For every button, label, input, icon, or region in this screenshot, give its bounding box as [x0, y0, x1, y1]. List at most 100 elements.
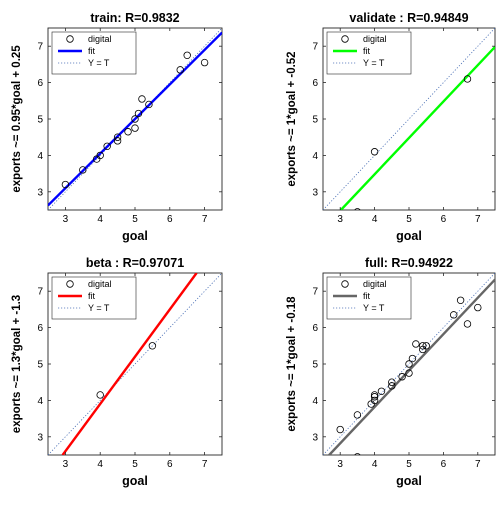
- legend-box: [51, 31, 137, 75]
- plot-content: [48, 273, 222, 455]
- data-point: [422, 342, 430, 350]
- y-tick-label: 3: [312, 432, 318, 443]
- x-tick-label: 3: [63, 459, 69, 470]
- data-point: [450, 311, 458, 319]
- legend-marker-digital: [66, 280, 74, 288]
- legend: digital fit Y = T: [326, 276, 412, 320]
- y-axis-label: exports ~= 1.3*goal + -1.3: [11, 295, 23, 433]
- y-tick-label: 6: [312, 323, 318, 334]
- y-tick-label: 7: [312, 42, 318, 53]
- data-point: [176, 66, 184, 74]
- data-point: [183, 51, 191, 59]
- x-tick-label: 6: [441, 459, 447, 470]
- legend-label: fit: [88, 46, 96, 56]
- data-point: [412, 340, 420, 348]
- y-tick-label: 7: [37, 42, 43, 53]
- data-point: [131, 124, 139, 132]
- chart-panel-2: 3 4 5 6 7 3 4 5 6 7 validate : R=0.94849 goal export…: [286, 11, 496, 243]
- fit-line: [61, 273, 198, 455]
- legend-label: fit: [88, 291, 96, 301]
- data-point: [408, 354, 417, 363]
- x-tick-label: 7: [475, 214, 481, 225]
- legend-marker-digital: [341, 35, 349, 43]
- chart-panel-1: 3 4 5 6 7 3 4 5 6 7 train: R=0.9832 goal exports ~= …: [11, 11, 223, 243]
- legend-label: Y = T: [363, 58, 385, 68]
- x-tick-label: 4: [372, 214, 378, 225]
- data-point: [463, 75, 472, 83]
- data-point: [131, 115, 139, 123]
- data-point: [474, 303, 482, 312]
- data-point: [353, 411, 362, 419]
- data-point: [405, 369, 413, 377]
- x-tick-label: 5: [132, 214, 138, 225]
- y-axis-label: exports ~= 1*goal + -0.52: [286, 51, 298, 186]
- legend: digital fit Y = T: [51, 31, 137, 75]
- data-point: [103, 142, 111, 150]
- x-axis-label: goal: [396, 474, 422, 488]
- x-tick-label: 5: [406, 459, 412, 470]
- x-tick-label: 7: [202, 214, 208, 225]
- y-tick-label: 4: [37, 151, 43, 162]
- y-tick-label: 5: [312, 360, 318, 371]
- data-point: [463, 320, 472, 328]
- legend-box: [51, 276, 137, 320]
- data-point: [96, 151, 104, 160]
- data-point: [124, 128, 132, 136]
- data-point: [398, 373, 406, 381]
- x-tick-label: 3: [63, 214, 69, 225]
- x-tick-label: 6: [167, 214, 173, 225]
- plot-content: [323, 273, 495, 455]
- data-point: [113, 133, 122, 141]
- data-point: [456, 296, 465, 304]
- data-point: [145, 100, 153, 109]
- data-point: [405, 360, 413, 368]
- x-tick-label: 5: [406, 214, 412, 225]
- data-point: [96, 391, 104, 399]
- x-tick-label: 4: [372, 459, 378, 470]
- plot-content: [323, 28, 495, 210]
- y-tick-label: 3: [37, 187, 43, 198]
- legend-label: digital: [363, 279, 387, 289]
- x-tick-label: 5: [132, 459, 138, 470]
- y-tick-label: 5: [312, 115, 318, 126]
- legend-marker-digital: [66, 35, 74, 43]
- x-axis-label: goal: [122, 229, 148, 243]
- x-axis-label: goal: [122, 474, 148, 488]
- legend-box: [326, 276, 412, 320]
- data-point: [370, 393, 379, 401]
- y-tick-label: 5: [37, 115, 43, 126]
- data-point: [388, 378, 396, 386]
- data-point: [113, 137, 122, 145]
- data-point: [370, 148, 379, 156]
- x-tick-label: 6: [167, 459, 173, 470]
- x-tick-label: 4: [97, 459, 103, 470]
- data-point: [134, 109, 143, 118]
- x-tick-label: 3: [337, 214, 343, 225]
- y-tick-label: 3: [312, 187, 318, 198]
- y-tick-label: 4: [312, 151, 318, 162]
- data-point: [459, 273, 462, 274]
- data-point: [200, 58, 209, 67]
- chart-title: full: R=0.94922: [365, 256, 453, 270]
- data-point: [148, 342, 157, 350]
- data-point: [370, 396, 379, 405]
- legend: digital fit Y = T: [51, 276, 137, 320]
- fit-line: [340, 46, 495, 210]
- y-tick-label: 4: [312, 396, 318, 407]
- fit-line: [328, 278, 495, 455]
- chart-title: train: R=0.9832: [90, 11, 179, 25]
- plot-content: [48, 28, 222, 210]
- y-tick-label: 6: [37, 323, 43, 334]
- legend-marker-digital: [341, 280, 349, 288]
- data-point: [419, 342, 427, 350]
- data-point: [138, 95, 146, 103]
- legend-box: [326, 31, 412, 75]
- legend-label: digital: [88, 279, 112, 289]
- x-axis-label: goal: [396, 229, 422, 243]
- data-point: [354, 208, 361, 210]
- data-point: [354, 453, 361, 455]
- y-axis-label: exports ~= 0.95*goal + 0.25: [11, 45, 23, 193]
- chart-panel-3: 3 4 5 6 7 3 4 5 6 7 beta : R=0.97071 goal exports ~=…: [11, 256, 223, 488]
- x-tick-label: 3: [337, 459, 343, 470]
